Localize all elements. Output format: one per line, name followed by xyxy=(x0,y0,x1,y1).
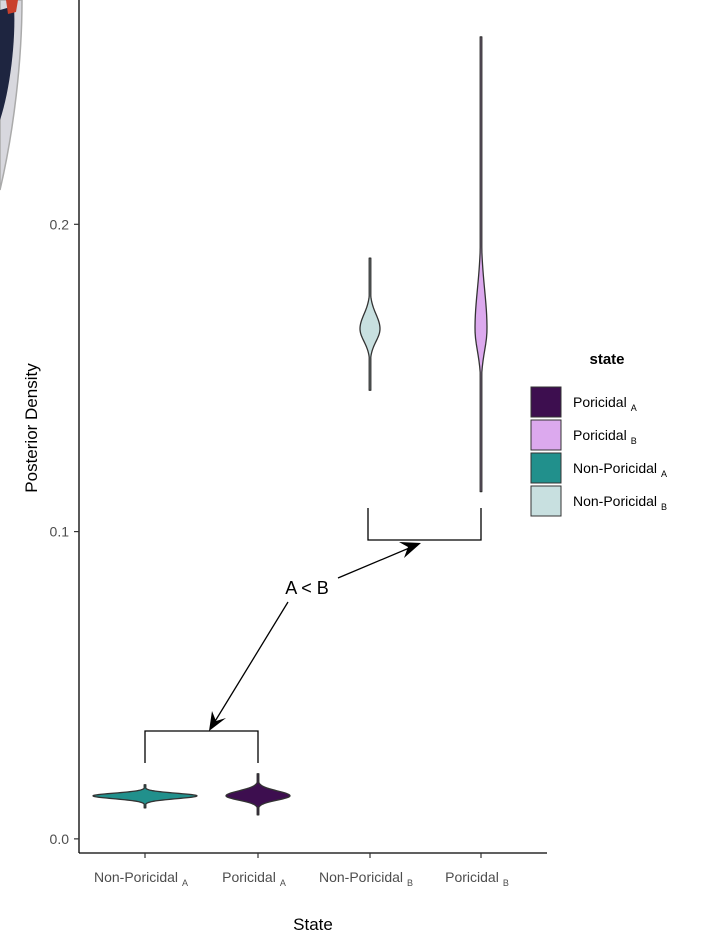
legend-label-sub: A xyxy=(631,403,637,413)
legend-label-main: Non-Poricidal xyxy=(573,460,657,476)
x-tick-label-main: Non-Poricidal xyxy=(319,869,403,885)
legend-label: Poricidal A xyxy=(573,394,637,413)
x-tick-label: Non-Poricidal A xyxy=(94,869,188,888)
x-tick-label-sub: A xyxy=(280,878,286,888)
legend-title: state xyxy=(589,351,624,368)
y-axis-title: Posterior Density xyxy=(22,363,41,493)
y-tick-label: 0.0 xyxy=(50,831,70,847)
legend-label-main: Poricidal xyxy=(573,394,627,410)
x-tick-label: Poricidal A xyxy=(222,869,286,888)
chart: A < B State Posterior Density state 0.0 0… xyxy=(0,0,703,934)
legend-label: Non-Poricidal B xyxy=(573,493,667,512)
legend-label-main: Poricidal xyxy=(573,427,627,443)
arrow-head xyxy=(209,711,226,731)
violin xyxy=(93,785,197,808)
legend-label-main: Non-Poricidal xyxy=(573,493,657,509)
violin xyxy=(226,774,290,815)
x-tick-label-sub: A xyxy=(182,878,188,888)
x-tick-label-main: Non-Poricidal xyxy=(94,869,178,885)
legend-swatch xyxy=(531,420,561,450)
x-tick-label-main: Poricidal xyxy=(445,869,499,885)
arrow-head xyxy=(399,542,421,558)
y-tick-label: 0.2 xyxy=(50,216,70,232)
annotation: A < B xyxy=(285,578,329,598)
legend-swatch xyxy=(531,453,561,483)
x-tick-label-main: Poricidal xyxy=(222,869,276,885)
violin xyxy=(360,258,380,390)
legend-swatch xyxy=(531,486,561,516)
legend-label-sub: A xyxy=(661,469,667,479)
violin xyxy=(475,37,487,492)
legend-label: Poricidal B xyxy=(573,427,637,446)
x-tick-label-sub: B xyxy=(407,878,413,888)
x-tick-label-sub: B xyxy=(503,878,509,888)
x-tick-label: Poricidal B xyxy=(445,869,509,888)
x-tick-label: Non-Poricidal B xyxy=(319,869,413,888)
legend-label-sub: B xyxy=(631,436,637,446)
y-tick-label: 0.1 xyxy=(50,524,70,540)
legend-swatch xyxy=(531,387,561,417)
legend-label: Non-Poricidal A xyxy=(573,460,667,479)
comparison-annotation xyxy=(145,508,481,763)
image-fragment xyxy=(0,0,22,190)
legend-label-sub: B xyxy=(661,502,667,512)
x-axis-title: State xyxy=(293,915,333,934)
